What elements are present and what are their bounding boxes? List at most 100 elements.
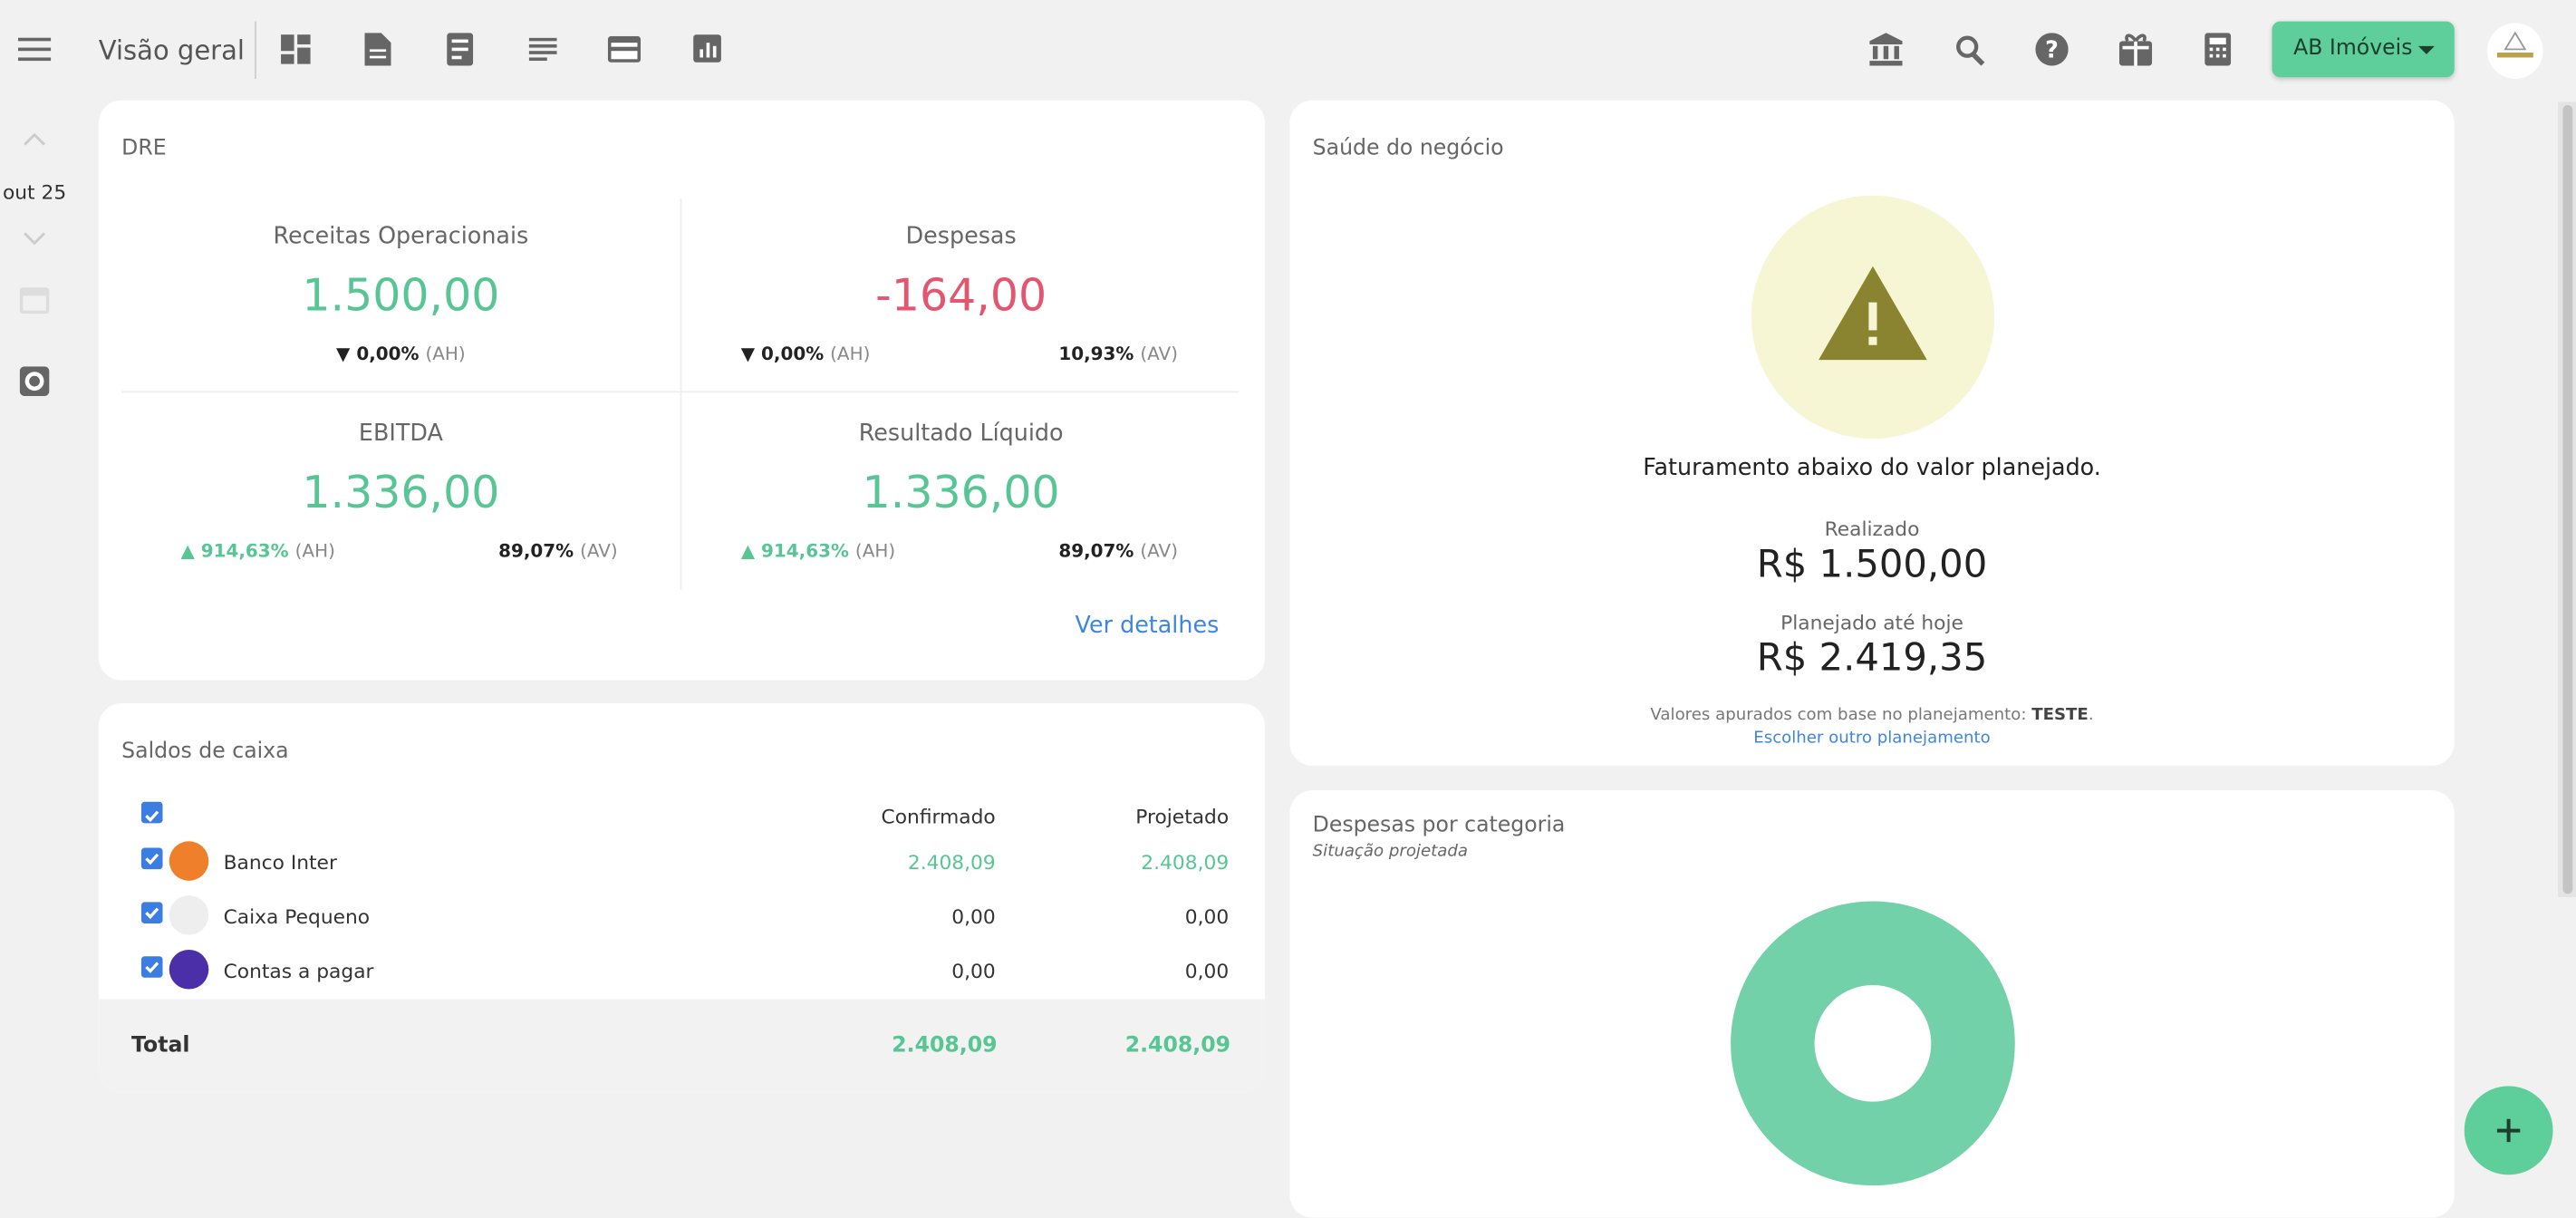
note-end: .: [2088, 706, 2094, 725]
metric-label: Despesas: [905, 223, 1017, 250]
dashboard-icon[interactable]: [281, 34, 311, 64]
planned-label: Planejado até hoje: [1780, 611, 1963, 634]
av-indicator: 10,93% (AV): [1058, 343, 1178, 365]
details-link[interactable]: Ver detalhes: [1075, 613, 1220, 640]
choose-planning-link[interactable]: Escolher outro planejamento: [1753, 730, 1991, 748]
gift-icon[interactable]: [2118, 33, 2153, 66]
realized-value: R$ 1.500,00: [1756, 544, 1988, 587]
metric-value: 1.336,00: [302, 468, 500, 519]
av-unit: (AV): [580, 540, 618, 563]
cash-row: Contas a pagar 0,00 0,00: [99, 949, 1265, 992]
ah-indicator: ▼ 0,00% (AH): [121, 343, 680, 365]
dre-metric: Resultado Líquido 1.336,00 ▲ 914,63% (AH) 8…: [681, 396, 1240, 590]
row-checkbox[interactable]: [140, 847, 163, 870]
scrollbar: [2557, 102, 2576, 897]
avatar[interactable]: [2487, 23, 2543, 80]
ah-indicator: ▲ 914,63% (AH): [741, 541, 895, 563]
period-label: out 25: [2, 180, 67, 204]
card-title: Saúde do negócio: [1312, 136, 1504, 161]
projected-balance: 0,00: [1184, 905, 1230, 929]
av-value: 89,07%: [498, 540, 574, 563]
ah-unit: (AH): [830, 343, 871, 365]
bank-icon[interactable]: [1869, 33, 1903, 66]
planning-name: TESTE: [2031, 706, 2089, 725]
receipt-icon[interactable]: [447, 33, 474, 66]
svg-text:?: ?: [2045, 35, 2059, 63]
ah-indicator: ▼ 0,00% (AH): [741, 343, 871, 365]
realized-label: Realizado: [1824, 517, 1920, 541]
metric-value: -164,00: [875, 271, 1047, 323]
total-row: Total 2.408,09 2.408,09: [98, 999, 1266, 1093]
select-all-checkbox[interactable]: [140, 801, 163, 824]
card-title: DRE: [121, 136, 167, 161]
help-icon[interactable]: ?: [2035, 33, 2069, 66]
divider: [680, 198, 682, 590]
calculator-icon[interactable]: [2205, 33, 2232, 66]
metric-label: EBITDA: [358, 420, 443, 448]
report-icon[interactable]: [693, 34, 721, 63]
divider: [121, 391, 1240, 393]
donut: [1731, 901, 2015, 1186]
card-icon[interactable]: [607, 35, 642, 63]
next-period[interactable]: [23, 232, 45, 246]
settings-icon[interactable]: [19, 366, 50, 396]
divider: [255, 21, 256, 80]
projected-balance: 2.408,09: [1141, 851, 1230, 875]
ah-unit: (AH): [854, 540, 896, 563]
ah-unit: (AH): [294, 540, 335, 563]
expenses-card: Despesas por categoria Situação projetad…: [1289, 790, 2455, 1218]
av-unit: (AV): [1140, 540, 1178, 563]
page: Visão geral {"header":{"title":"Visão ge…: [2, 21, 2576, 1218]
ah-value: ▲ 914,63%: [740, 540, 849, 563]
app: Visão geral ? AB Imóveis out 25 DRE Rece…: [2, 21, 2576, 1218]
column-header: Projetado: [1135, 805, 1230, 828]
metric-label: Receitas Operacionais: [273, 223, 529, 250]
document-icon[interactable]: [364, 33, 391, 66]
cash-card: Saldos de caixa Confirmado Projetado Ban…: [98, 703, 1266, 1093]
ah-value: ▼ 0,00%: [336, 343, 420, 365]
av-value: 10,93%: [1058, 343, 1134, 365]
dropdown-arrow: [2417, 45, 2436, 54]
account-name: Caixa Pequeno: [223, 905, 371, 929]
dre-metric: Despesas -164,00 ▼ 0,00% (AH) 10,93% (AV): [681, 198, 1240, 392]
search-icon[interactable]: [1955, 34, 1986, 66]
total-projected: 2.408,09: [1124, 1033, 1231, 1058]
page-title: Visão geral: [98, 34, 245, 66]
column-header: Confirmado: [881, 805, 996, 828]
row-checkbox[interactable]: [140, 902, 163, 923]
metric-label: Resultado Líquido: [858, 420, 1064, 448]
confirmed-balance: 2.408,09: [907, 851, 996, 875]
account-logo: [169, 949, 209, 990]
list-icon[interactable]: [528, 37, 557, 62]
account-logo: [169, 895, 209, 935]
metric-value: 1.500,00: [302, 271, 500, 323]
add-button[interactable]: [2464, 1086, 2553, 1175]
total-confirmed: 2.408,09: [892, 1033, 998, 1058]
previous-period[interactable]: [23, 132, 45, 147]
dre-metric: Receitas Operacionais 1.500,00 ▼ 0,00% (AH…: [121, 198, 680, 392]
company-button[interactable]: AB Imóveis: [2272, 21, 2455, 78]
menu-button[interactable]: [17, 36, 52, 63]
dre-card: DRE Receitas Operacionais 1.500,00 ▼ 0,00%…: [98, 100, 1266, 681]
row-checkbox[interactable]: [140, 956, 163, 978]
planning-note: Valores apurados com base no planejament…: [1289, 707, 2454, 725]
card-subtitle: Situação projetada: [1312, 843, 1468, 862]
planned-value: R$ 2.419,35: [1756, 637, 1988, 681]
av-unit: (AV): [1140, 343, 1178, 365]
note-text: Valores apurados com base no planejament…: [1650, 706, 2027, 725]
av-indicator: 89,07% (AV): [1058, 541, 1178, 563]
cash-row: Caixa Pequeno 0,00 0,00: [99, 895, 1265, 938]
calendar-icon[interactable]: [19, 285, 50, 314]
card-title: Despesas por categoria: [1312, 813, 1566, 838]
ah-unit: (AH): [425, 343, 466, 365]
warning-badge: [1751, 195, 1995, 440]
confirmed-balance: 0,00: [951, 905, 996, 929]
dre-metric: EBITDA 1.336,00 ▲ 914,63% (AH) 89,07% (AV): [121, 396, 680, 590]
av-value: 89,07%: [1058, 540, 1134, 563]
av-indicator: 89,07% (AV): [498, 541, 618, 563]
account-name: Banco Inter: [223, 851, 337, 875]
body: Visão geral ? AB Imóveis out 25 DRE Rece…: [2, 21, 2576, 1218]
card-title: Saldos de caixa: [121, 739, 289, 765]
health-message: Faturamento abaixo do valor planejado.: [1643, 455, 2101, 482]
projected-balance: 0,00: [1184, 959, 1230, 983]
